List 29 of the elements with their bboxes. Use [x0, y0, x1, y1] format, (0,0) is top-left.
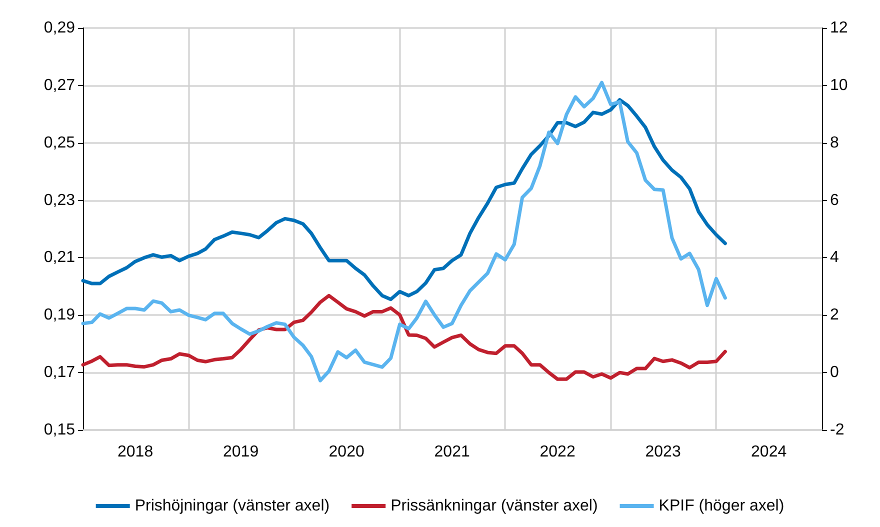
y2-tick-label: 2 — [830, 306, 839, 324]
x-tick-label: 2023 — [645, 444, 681, 460]
y-tick-label: 0,15 — [44, 422, 76, 438]
y-tick-label: 0,21 — [44, 249, 76, 266]
y2-tick-label: 8 — [830, 134, 839, 152]
line-series — [81, 98, 727, 302]
y2-tick-label: 6 — [830, 192, 839, 209]
line-series — [81, 80, 727, 382]
y-tick-label: 0,27 — [44, 76, 76, 94]
y-tick-label: 0,25 — [44, 134, 76, 152]
y2-tick-label: 10 — [830, 76, 848, 94]
y2-tick-label: -2 — [830, 422, 844, 438]
x-tick-label: 2021 — [434, 444, 470, 460]
x-tick-label: 2019 — [223, 444, 259, 460]
y-tick-label: 0,29 — [44, 20, 76, 36]
y2-tick-label: 4 — [830, 249, 839, 266]
legend-label: Prissänkningar (vänster axel) — [390, 498, 598, 514]
x-tick-label: 2024 — [751, 444, 787, 460]
y2-tick-label: 0 — [830, 364, 839, 382]
legend-label: KPIF (höger axel) — [658, 498, 784, 514]
x-tick-label: 2020 — [328, 444, 364, 460]
y-tick-label: 0,17 — [44, 364, 76, 382]
y-tick-label: 0,23 — [44, 192, 76, 209]
x-tick-label: 2018 — [118, 444, 154, 460]
x-tick-label: 2022 — [540, 444, 576, 460]
y2-tick-label: 12 — [830, 20, 848, 36]
y-tick-label: 0,19 — [44, 306, 76, 324]
legend-label: Prishöjningar (vänster axel) — [134, 498, 330, 514]
line-series — [81, 294, 727, 381]
